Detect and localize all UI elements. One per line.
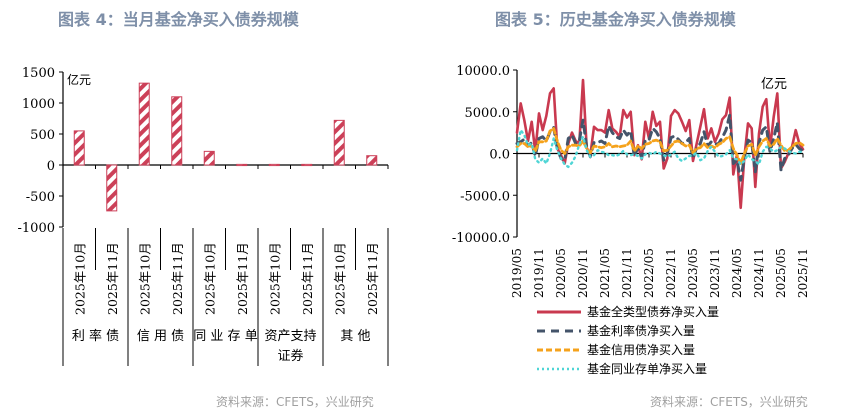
- bar: [301, 163, 313, 167]
- legend-label: 基金信用债净买入量: [587, 343, 696, 357]
- right-y-axis: 10000.0 5000.0 0.0 -5000.0 -10000.0: [452, 64, 804, 246]
- right-chart-legend: 基金全类型债券净买入量 基金利率债净买入量 基金信用债净买入量 基金同业存单净买…: [535, 302, 719, 378]
- x-category-label: 2025年10月: [137, 242, 152, 315]
- x-category-label: 2025年10月: [332, 242, 347, 315]
- x-group-label: 信 用 债: [137, 329, 184, 344]
- series-line: [515, 113, 805, 182]
- left-y-axis: 1500 1000 500 0 -500 -1000: [18, 66, 389, 236]
- right-unit-label: 亿元: [761, 77, 787, 92]
- series-line: [515, 126, 805, 165]
- legend-label: 基金同业存单净买入量: [587, 362, 708, 376]
- y-tick-label: -5000.0: [460, 189, 510, 204]
- bar: [171, 96, 183, 166]
- bar: [366, 155, 378, 166]
- x-category-label: 2025年10月: [72, 242, 87, 315]
- legend-item-total: 基金全类型债券净买入量: [535, 302, 719, 321]
- y-tick-label: 1000: [22, 97, 55, 112]
- x-tick-label: 2021/05: [598, 248, 612, 298]
- y-tick-label: -1000: [18, 221, 55, 236]
- right-source-note: 资料来源：CFETS，兴业研究: [650, 395, 808, 409]
- bar: [138, 82, 150, 166]
- bar: [333, 119, 345, 166]
- y-tick-label: 0.0: [489, 148, 510, 163]
- bar: [73, 130, 85, 166]
- legend-dashed-line-icon: [537, 329, 581, 332]
- y-tick-label: 1500: [22, 66, 55, 81]
- y-tick-label: -10000.0: [452, 231, 510, 246]
- legend-dotted-line-icon: [537, 367, 581, 370]
- x-tick-label: 2022/11: [664, 248, 678, 298]
- x-tick-label: 2020/11: [576, 248, 590, 298]
- x-category-label: 2025年10月: [202, 242, 217, 315]
- left-unit-label: 亿元: [67, 72, 91, 87]
- x-tick-label: 2020/05: [554, 248, 568, 298]
- x-category-label: 2025年11月: [105, 242, 120, 315]
- left-source-note: 资料来源：CFETS，兴业研究: [216, 395, 374, 409]
- right-x-axis-labels: 2019/05 2019/11 2020/05 2020/11 2021/05 2021/…: [510, 248, 810, 298]
- left-chart-title: 图表 4：当月基金净买入债券规模: [58, 10, 299, 29]
- x-category-label: 2025年11月: [235, 242, 250, 315]
- bar: [268, 163, 280, 167]
- right-lines: [515, 78, 805, 210]
- legend-label: 基金利率债净买入量: [587, 324, 696, 338]
- x-tick-label: 2021/11: [620, 248, 634, 298]
- x-tick-label: 2022/05: [642, 248, 656, 298]
- y-tick-label: 500: [30, 128, 55, 143]
- x-group-label: 同 业 存 单: [193, 329, 257, 344]
- y-tick-label: 5000.0: [465, 106, 511, 121]
- x-group-label: 利 率 债: [72, 328, 119, 344]
- left-x-axis-labels: 2025年10月 2025年11月 2025年10月 2025年11月 2025年10月…: [62, 228, 389, 366]
- x-tick-label: 2019/05: [510, 248, 524, 298]
- bar: [236, 163, 248, 167]
- left-bars: [73, 82, 378, 212]
- x-tick-label: 2024/05: [730, 248, 744, 298]
- x-category-label: 2025年11月: [300, 242, 315, 315]
- y-tick-label: -500: [26, 190, 55, 205]
- y-tick-label: 10000.0: [456, 64, 510, 79]
- bar: [203, 150, 215, 166]
- legend-item-rate: 基金利率债净买入量: [535, 321, 719, 340]
- x-group-label: 资产支持: [264, 329, 316, 344]
- x-group-label: 证券: [277, 348, 303, 364]
- legend-item-ncd: 基金同业存单净买入量: [535, 359, 719, 378]
- y-tick-label: 0: [47, 159, 55, 174]
- x-tick-label: 2025/05: [774, 248, 788, 298]
- x-tick-label: 2019/11: [532, 248, 546, 298]
- x-category-label: 2025年11月: [170, 242, 185, 315]
- x-tick-label: 2025/11: [796, 248, 810, 298]
- x-category-label: 2025年10月: [267, 242, 282, 315]
- legend-solid-line-icon: [537, 310, 581, 313]
- legend-short-dash-line-icon: [537, 348, 581, 351]
- legend-label: 基金全类型债券净买入量: [587, 305, 720, 319]
- right-chart-title: 图表 5：历史基金净买入债券规模: [495, 10, 736, 29]
- x-category-label: 2025年11月: [365, 242, 380, 315]
- x-tick-label: 2023/05: [686, 248, 700, 298]
- x-group-label: 其 他: [340, 329, 370, 344]
- x-tick-label: 2024/11: [752, 248, 766, 298]
- series-line: [515, 128, 805, 169]
- bar: [106, 164, 118, 212]
- legend-item-credit: 基金信用债净买入量: [535, 340, 719, 359]
- x-tick-label: 2023/11: [708, 248, 722, 298]
